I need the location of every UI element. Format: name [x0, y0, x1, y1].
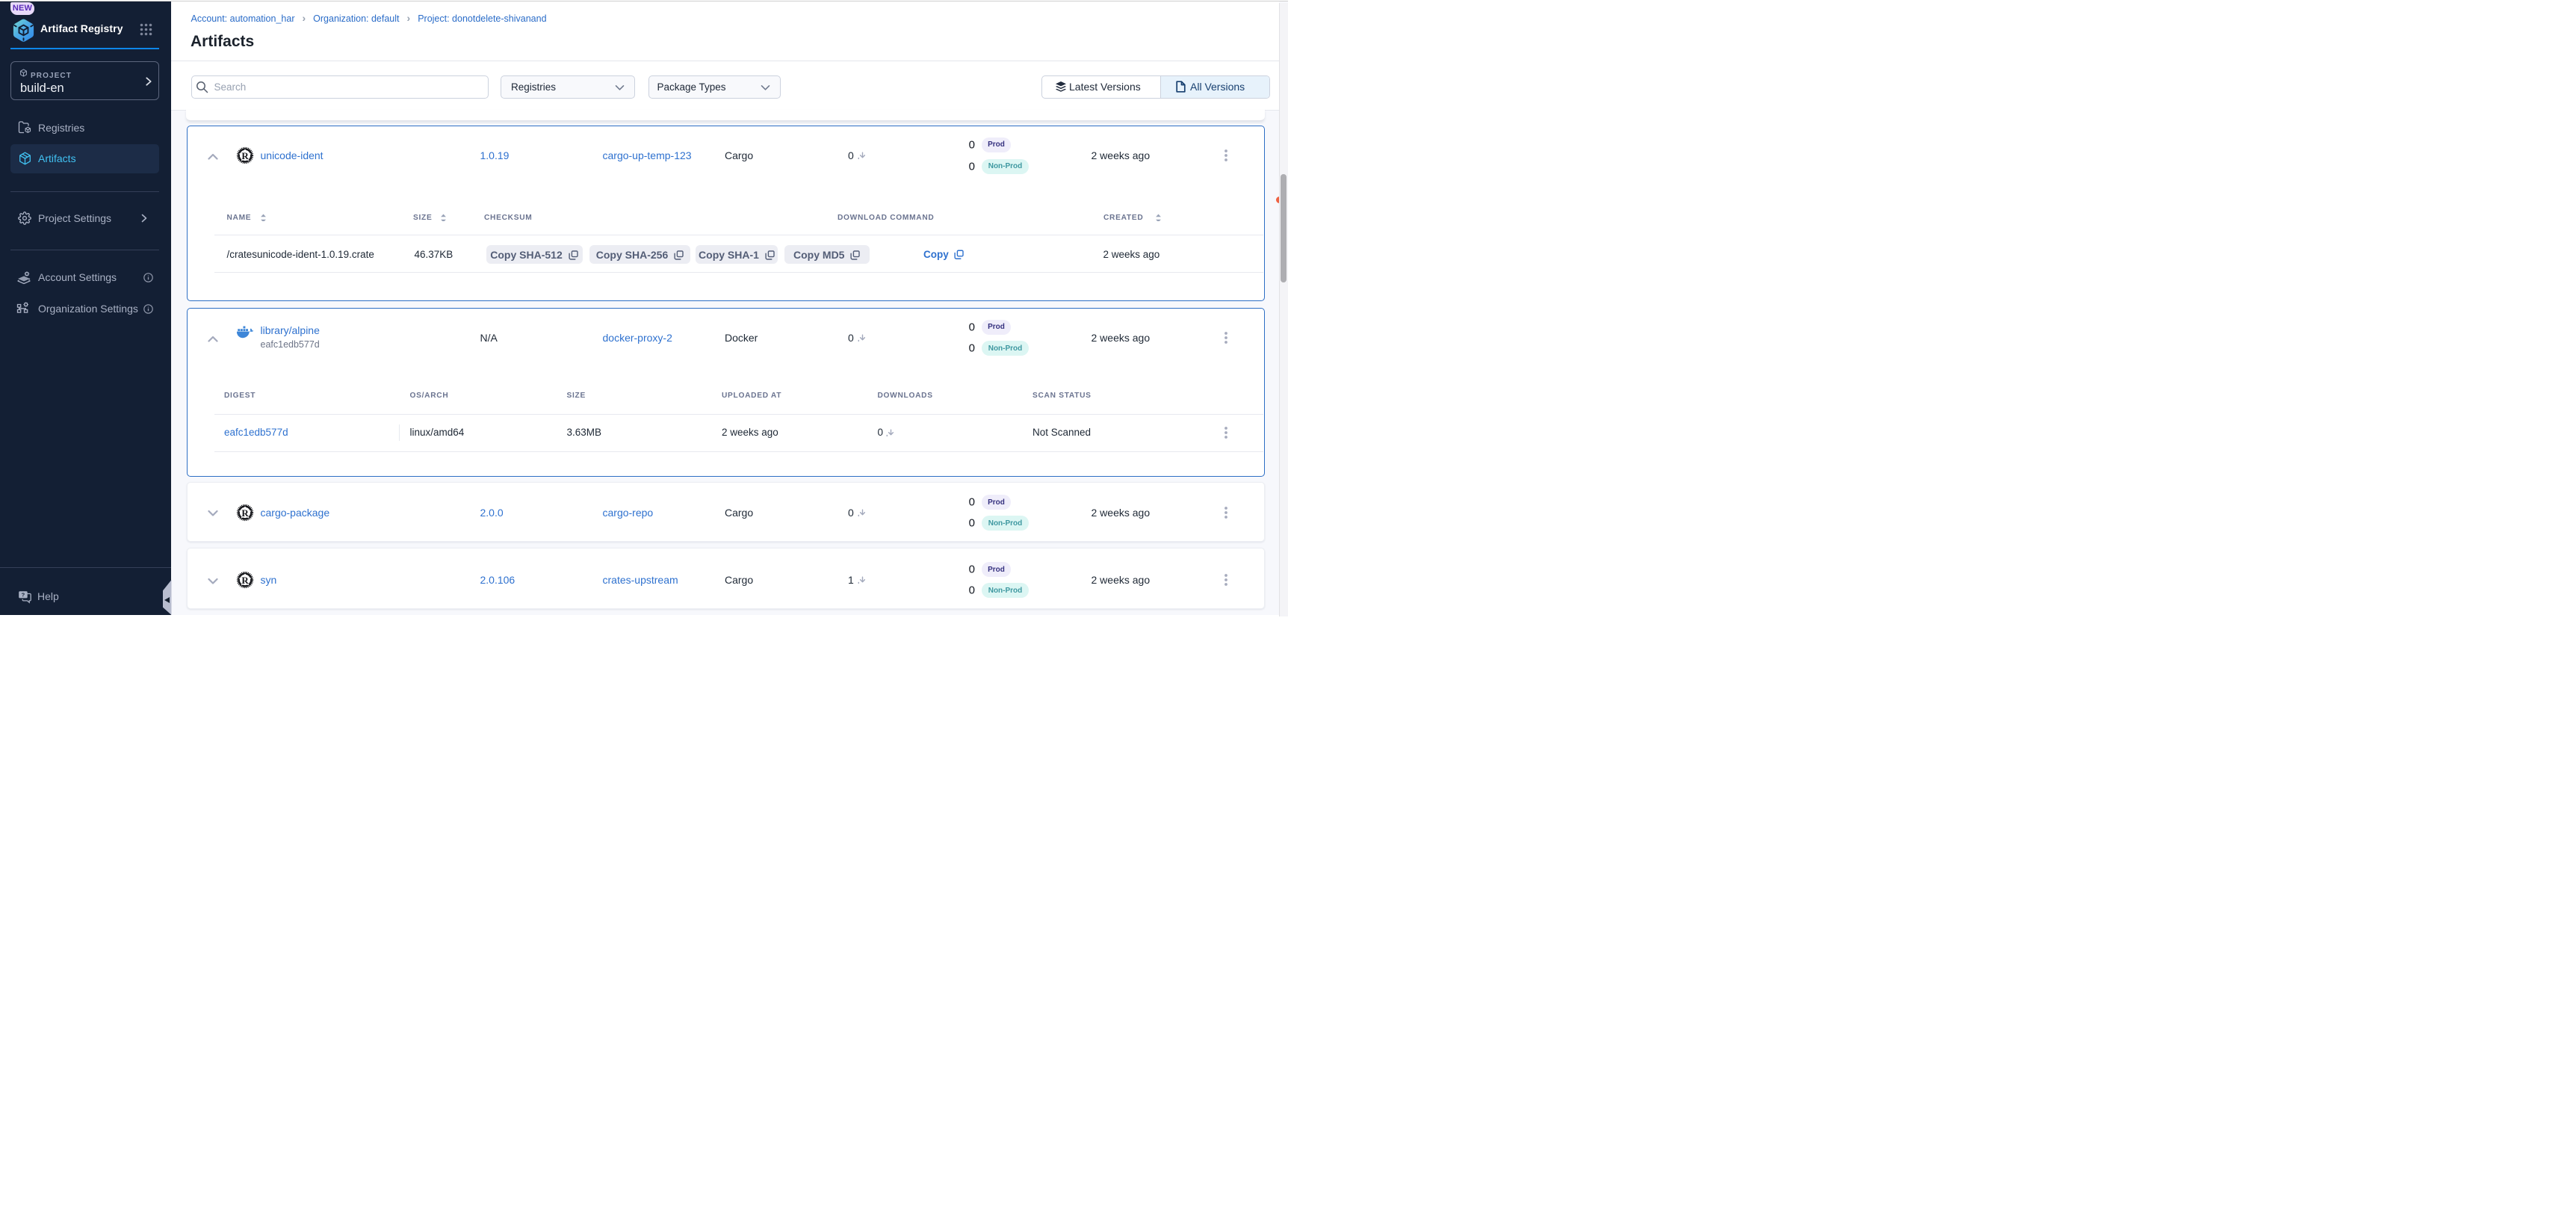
svg-text:?: ? [22, 592, 25, 599]
